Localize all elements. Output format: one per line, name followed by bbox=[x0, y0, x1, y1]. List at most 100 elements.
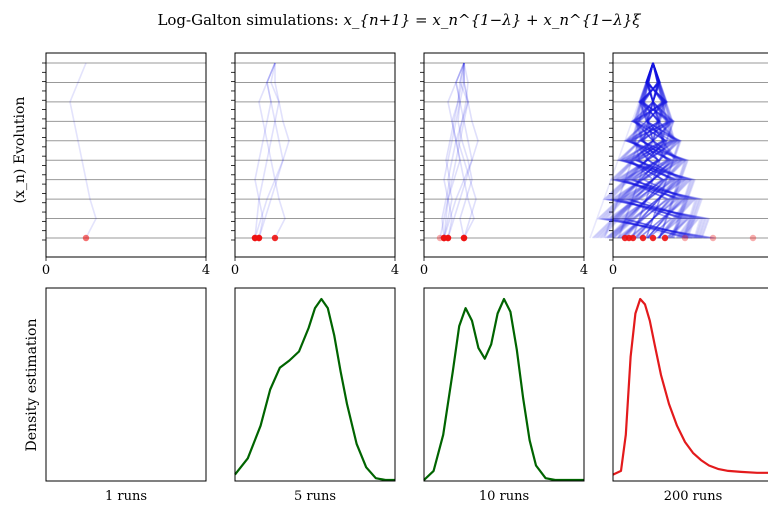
trajectory-line bbox=[607, 62, 692, 239]
trajectory-line bbox=[620, 62, 669, 239]
trajectory-line bbox=[632, 62, 674, 239]
trajectory-line bbox=[619, 62, 692, 239]
trajectory-line bbox=[624, 62, 676, 239]
figure-title: Log-Galton simulations: x_{n+1} = x_n^{1… bbox=[157, 11, 641, 29]
trajectory-line bbox=[615, 62, 684, 239]
endpoint-marker bbox=[460, 234, 468, 242]
trajectory-line bbox=[594, 62, 674, 239]
trajectory-line bbox=[618, 62, 674, 239]
trajectory-line bbox=[608, 62, 684, 239]
trajectory-line bbox=[591, 62, 675, 239]
endpoint-marker bbox=[440, 234, 448, 242]
trajectory-line bbox=[628, 62, 692, 239]
trajectory-line bbox=[620, 62, 681, 239]
trajectory-line bbox=[617, 62, 668, 239]
trajectory-line bbox=[595, 62, 674, 239]
trajectory-line bbox=[617, 62, 695, 239]
trajectory-line bbox=[609, 62, 690, 239]
trajectory-line bbox=[618, 62, 683, 239]
trajectory-line bbox=[597, 62, 714, 239]
x-tick-label: 4 bbox=[391, 263, 399, 278]
trajectory-line bbox=[623, 62, 677, 239]
trajectory-line bbox=[612, 62, 688, 239]
endpoint-marker bbox=[271, 234, 279, 242]
trajectory-line bbox=[632, 62, 693, 239]
trajectory-line bbox=[604, 62, 707, 239]
trajectory-line bbox=[628, 62, 682, 239]
trajectory-line bbox=[630, 62, 683, 239]
trajectory-line bbox=[617, 62, 696, 239]
endpoint-marker bbox=[460, 234, 468, 242]
trajectory-line bbox=[620, 62, 680, 239]
trajectory-line bbox=[629, 62, 693, 239]
panel-density-10: 10 runs bbox=[423, 287, 585, 504]
trajectory-line bbox=[620, 62, 700, 239]
x-tick-label: 4 bbox=[202, 263, 210, 278]
axes-frame bbox=[423, 287, 585, 482]
trajectory-line bbox=[613, 62, 699, 239]
trajectory-line bbox=[618, 62, 668, 239]
trajectory-line bbox=[617, 62, 684, 239]
axes-frame bbox=[612, 52, 768, 258]
trajectory-line bbox=[634, 62, 688, 239]
panel-evolution-200: 04 bbox=[589, 52, 768, 278]
x-tick-label: 4 bbox=[580, 263, 588, 278]
trajectory-line bbox=[613, 62, 683, 239]
trajectory-line bbox=[617, 62, 674, 239]
trajectory-line bbox=[254, 62, 284, 239]
endpoint-marker bbox=[749, 234, 757, 242]
trajectory-line bbox=[621, 62, 699, 239]
trajectory-line bbox=[626, 62, 686, 239]
trajectory-line bbox=[608, 62, 704, 239]
trajectory-line bbox=[621, 62, 668, 239]
trajectory-line bbox=[596, 62, 715, 239]
trajectory-line bbox=[625, 62, 687, 239]
endpoint-marker bbox=[649, 234, 657, 242]
trajectory-line bbox=[618, 62, 703, 239]
trajectory-line bbox=[612, 62, 700, 239]
trajectory-line bbox=[624, 62, 689, 239]
trajectory-line bbox=[620, 62, 673, 239]
trajectory-line bbox=[632, 62, 680, 239]
trajectory-line bbox=[443, 63, 469, 239]
trajectory-line bbox=[610, 62, 685, 239]
trajectory-line bbox=[69, 62, 97, 239]
trajectory-line bbox=[634, 62, 689, 239]
trajectory-line bbox=[612, 62, 688, 239]
trajectory-line bbox=[638, 62, 688, 239]
density-curve bbox=[234, 297, 395, 482]
trajectory-line bbox=[623, 62, 695, 239]
axes-frame bbox=[234, 52, 396, 258]
endpoint-marker bbox=[251, 234, 259, 242]
trajectory-line bbox=[619, 62, 669, 239]
trajectory-line bbox=[605, 62, 707, 239]
trajectory-line bbox=[633, 62, 690, 239]
trajectory-line bbox=[610, 62, 689, 239]
trajectory-line bbox=[611, 62, 689, 239]
trajectory-line bbox=[589, 62, 654, 239]
trajectory-line bbox=[614, 62, 686, 239]
trajectory-line bbox=[618, 62, 681, 239]
endpoint-marker bbox=[629, 234, 637, 242]
trajectory-line bbox=[614, 62, 686, 239]
trajectory-line bbox=[624, 62, 694, 239]
trajectory-line bbox=[631, 62, 690, 239]
trajectory-line bbox=[609, 62, 683, 239]
trajectory-line bbox=[611, 62, 702, 239]
trajectory-line bbox=[622, 62, 678, 239]
trajectory-line bbox=[612, 62, 682, 239]
trajectory-line bbox=[625, 62, 693, 239]
density-curve bbox=[423, 297, 584, 482]
trajectory-line bbox=[635, 62, 686, 239]
trajectory-line bbox=[630, 62, 682, 239]
trajectory-line bbox=[623, 62, 700, 239]
trajectory-line bbox=[638, 62, 690, 239]
trajectory-line bbox=[601, 62, 672, 239]
trajectory-line bbox=[629, 62, 692, 239]
trajectory-line bbox=[614, 62, 682, 239]
trajectory-line bbox=[604, 62, 661, 239]
trajectory-line bbox=[617, 62, 683, 239]
trajectory-line bbox=[610, 62, 703, 239]
